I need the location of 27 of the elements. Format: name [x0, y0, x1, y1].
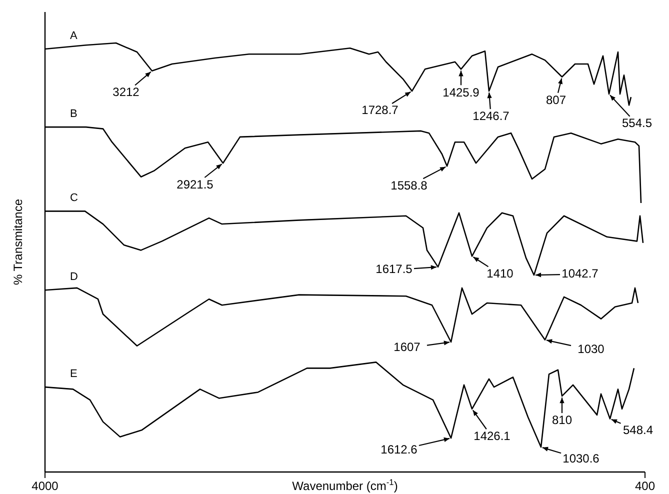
annotation: 1425.9 — [442, 85, 480, 100]
annotation: 1246.7 — [472, 109, 510, 124]
annotation: 810 — [552, 413, 572, 428]
annotation: 1042.7 — [562, 266, 599, 280]
series-label: A — [70, 30, 78, 42]
annotation: 1728.7 — [362, 103, 399, 118]
series-label: C — [70, 192, 78, 204]
annotation: 1617.5 — [376, 262, 413, 276]
annotation: 807 — [546, 93, 566, 108]
x-axis-title: Wavenumber (cm$^{-1}$) — [292, 477, 398, 493]
series-label: B — [70, 108, 78, 120]
x-tick-label: 400 — [634, 479, 656, 493]
annotation: 1030.6 — [562, 451, 600, 466]
annotation: 1426.1 — [474, 429, 511, 444]
annotation: 2921.5 — [176, 177, 214, 192]
y-axis-title: % Transmitance — [11, 198, 25, 286]
annotation: 1030 — [578, 342, 605, 356]
annotation: 1410 — [486, 266, 514, 280]
series-label: E — [70, 368, 78, 380]
annotation: 1612.6 — [380, 442, 418, 456]
annotation: 548.4 — [622, 422, 654, 437]
x-tick-label: 4000 — [32, 479, 59, 493]
annotation: 1607 — [394, 340, 421, 354]
annotation: 554.5 — [622, 116, 652, 130]
annotation: 1558.8 — [390, 178, 428, 192]
series-label: D — [70, 271, 78, 284]
annotation: 3212 — [112, 85, 140, 100]
